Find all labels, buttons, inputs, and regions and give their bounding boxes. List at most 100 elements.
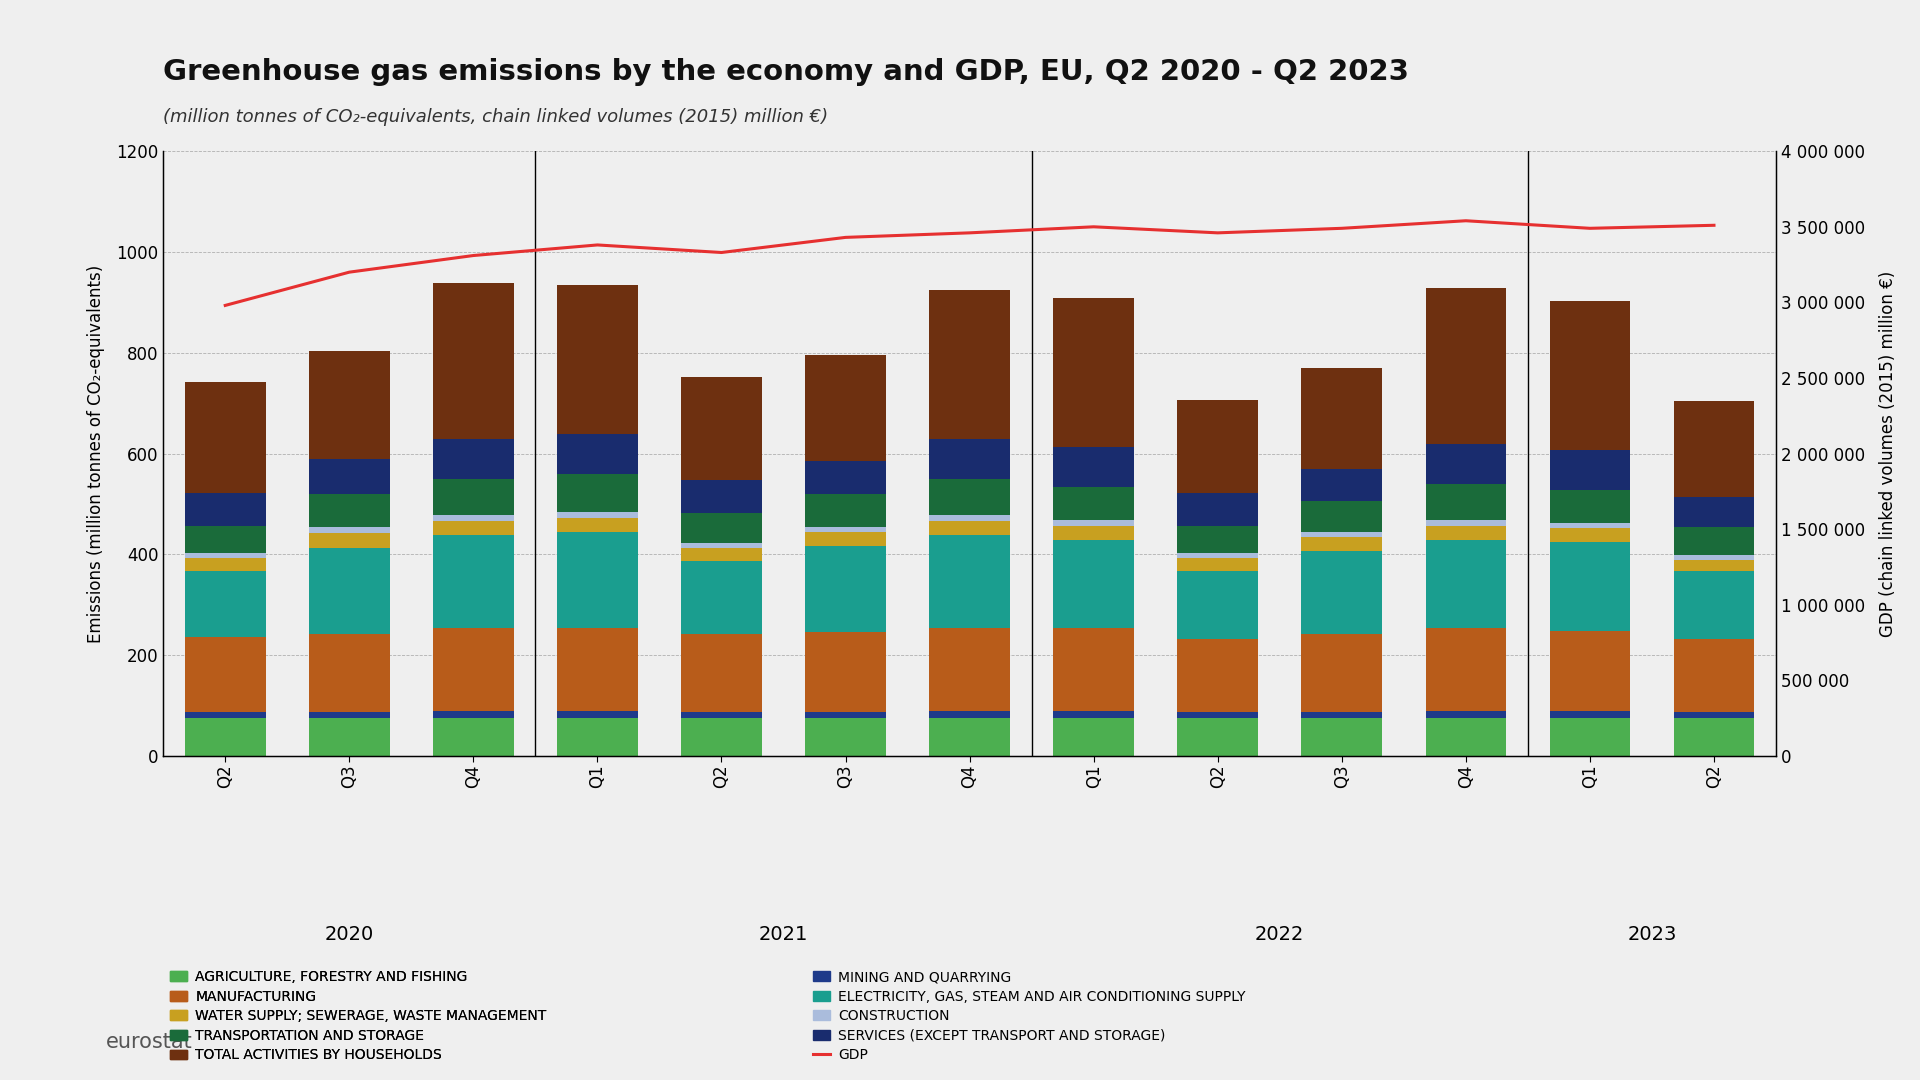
- Bar: [1674, 639, 1755, 712]
- Bar: [309, 534, 390, 549]
- Bar: [1549, 631, 1630, 711]
- Bar: [184, 526, 265, 553]
- Bar: [1425, 526, 1505, 540]
- Bar: [1177, 400, 1258, 492]
- Bar: [309, 351, 390, 459]
- Bar: [434, 480, 515, 514]
- Bar: [682, 543, 762, 549]
- Bar: [804, 355, 885, 461]
- Bar: [557, 434, 637, 474]
- Bar: [929, 438, 1010, 480]
- Bar: [682, 513, 762, 543]
- Bar: [184, 718, 265, 756]
- Bar: [682, 561, 762, 634]
- Text: 2022: 2022: [1256, 926, 1304, 944]
- Bar: [804, 712, 885, 718]
- Bar: [804, 632, 885, 712]
- Bar: [929, 521, 1010, 535]
- Bar: [1674, 555, 1755, 559]
- Text: 2023: 2023: [1628, 926, 1676, 944]
- Bar: [682, 377, 762, 481]
- Bar: [1549, 718, 1630, 756]
- Bar: [557, 518, 637, 532]
- Bar: [929, 535, 1010, 627]
- Bar: [682, 549, 762, 561]
- Bar: [309, 527, 390, 534]
- Bar: [804, 531, 885, 545]
- Bar: [929, 711, 1010, 718]
- Bar: [1177, 718, 1258, 756]
- Bar: [929, 627, 1010, 711]
- Bar: [434, 438, 515, 480]
- Bar: [1054, 526, 1135, 540]
- Bar: [309, 712, 390, 718]
- Bar: [1549, 523, 1630, 528]
- Bar: [682, 634, 762, 712]
- Bar: [557, 532, 637, 627]
- Bar: [1177, 526, 1258, 553]
- Bar: [1302, 634, 1382, 712]
- Bar: [929, 480, 1010, 514]
- Bar: [1177, 712, 1258, 718]
- Bar: [309, 459, 390, 495]
- Bar: [309, 634, 390, 712]
- Bar: [1425, 519, 1505, 526]
- Bar: [1549, 542, 1630, 631]
- Bar: [434, 718, 515, 756]
- Bar: [434, 521, 515, 535]
- Bar: [1674, 571, 1755, 639]
- Text: 2020: 2020: [324, 926, 374, 944]
- Bar: [1177, 558, 1258, 571]
- Bar: [1302, 712, 1382, 718]
- Text: (million tonnes of CO₂-equivalents, chain linked volumes (2015) million €): (million tonnes of CO₂-equivalents, chai…: [163, 108, 828, 126]
- Bar: [184, 492, 265, 526]
- Bar: [1054, 711, 1135, 718]
- Bar: [1177, 492, 1258, 526]
- Bar: [184, 571, 265, 636]
- Y-axis label: GDP (chain linked volumes (2015) million €): GDP (chain linked volumes (2015) million…: [1880, 270, 1897, 637]
- Bar: [929, 514, 1010, 521]
- Bar: [1425, 711, 1505, 718]
- Bar: [1177, 571, 1258, 639]
- Bar: [557, 512, 637, 518]
- Bar: [1054, 627, 1135, 711]
- Bar: [1674, 401, 1755, 497]
- Bar: [1054, 718, 1135, 756]
- Bar: [804, 545, 885, 632]
- Bar: [434, 514, 515, 521]
- Bar: [1302, 368, 1382, 469]
- Bar: [1549, 711, 1630, 718]
- Bar: [434, 535, 515, 627]
- Bar: [804, 461, 885, 494]
- Bar: [682, 718, 762, 756]
- Bar: [1549, 528, 1630, 542]
- Bar: [434, 283, 515, 438]
- Bar: [1054, 519, 1135, 526]
- Bar: [557, 285, 637, 434]
- Bar: [1674, 712, 1755, 718]
- Bar: [1054, 298, 1135, 446]
- Legend: MINING AND QUARRYING, ELECTRICITY, GAS, STEAM AND AIR CONDITIONING SUPPLY, CONST: MINING AND QUARRYING, ELECTRICITY, GAS, …: [814, 970, 1246, 1063]
- Bar: [1425, 444, 1505, 484]
- Bar: [682, 481, 762, 513]
- Text: eurostat: eurostat: [106, 1032, 192, 1052]
- Bar: [682, 712, 762, 718]
- Bar: [1425, 484, 1505, 519]
- Bar: [1302, 531, 1382, 537]
- Bar: [557, 627, 637, 711]
- Bar: [1177, 639, 1258, 712]
- Bar: [557, 711, 637, 718]
- Bar: [184, 558, 265, 571]
- Bar: [184, 712, 265, 718]
- Bar: [1302, 469, 1382, 501]
- Bar: [1302, 501, 1382, 531]
- Bar: [1674, 559, 1755, 571]
- Bar: [1054, 446, 1135, 487]
- Bar: [1425, 718, 1505, 756]
- Bar: [557, 718, 637, 756]
- Bar: [184, 636, 265, 712]
- Y-axis label: Emissions (million tonnes of CO₂-equivalents): Emissions (million tonnes of CO₂-equival…: [86, 265, 106, 643]
- Bar: [184, 382, 265, 492]
- Bar: [929, 291, 1010, 438]
- Bar: [804, 494, 885, 527]
